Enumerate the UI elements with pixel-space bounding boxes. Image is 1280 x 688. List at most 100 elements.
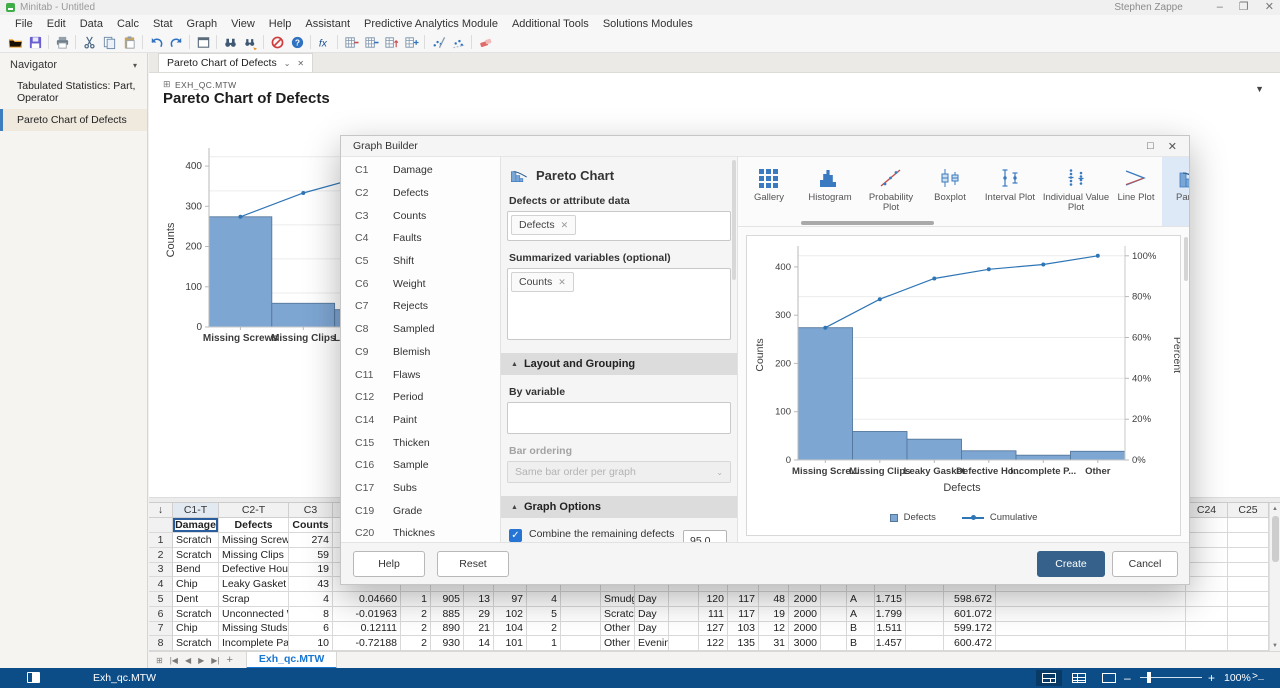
cell[interactable] [1186, 636, 1228, 651]
grid-minus-button[interactable] [341, 33, 361, 51]
help-button[interactable]: ? [287, 33, 307, 51]
cell[interactable]: Bend [173, 563, 219, 578]
remove-chip-icon[interactable]: ✕ [558, 277, 566, 288]
cell[interactable]: B [847, 636, 875, 651]
cell[interactable]: Other [601, 636, 635, 651]
menu-graph[interactable]: Graph [180, 17, 225, 31]
scrollbar-thumb[interactable] [1272, 516, 1279, 562]
output-view-button[interactable] [1096, 670, 1122, 686]
cell[interactable]: 19 [289, 563, 333, 578]
cell[interactable]: 117 [728, 592, 759, 607]
menu-predictive-analytics-module[interactable]: Predictive Analytics Module [357, 17, 505, 31]
gallery-item-gallery[interactable]: Gallery [738, 157, 800, 226]
cell[interactable]: 905 [431, 592, 464, 607]
cell[interactable]: 2000 [789, 592, 821, 607]
navigator-item-pareto-chart-of-defects[interactable]: Pareto Chart of Defects [0, 109, 147, 131]
scroll-down-icon[interactable]: ▼ [1270, 640, 1280, 651]
column-name-cell[interactable] [1186, 518, 1228, 533]
eraser-button[interactable] [475, 33, 495, 51]
gallery-item-histogram[interactable]: Histogram [800, 157, 860, 226]
menu-solutions-modules[interactable]: Solutions Modules [596, 17, 700, 31]
cell[interactable]: 4 [289, 592, 333, 607]
cell[interactable]: Scratch [173, 607, 219, 622]
scroll-up-icon[interactable]: ▲ [1270, 503, 1280, 514]
cell[interactable]: Scrap [219, 592, 289, 607]
menu-calc[interactable]: Calc [110, 17, 146, 31]
zoom-slider-thumb[interactable] [1147, 672, 1151, 683]
cell[interactable] [669, 622, 699, 637]
cell[interactable]: 135 [728, 636, 759, 651]
cell[interactable]: 598.672 [944, 592, 996, 607]
gallery-item-boxplot[interactable]: Boxplot [922, 157, 978, 226]
column-item-defects[interactable]: C2Defects [341, 182, 500, 205]
find-next-button[interactable] [240, 33, 260, 51]
column-item-blemish[interactable]: C9Blemish [341, 341, 500, 364]
cell[interactable] [821, 592, 847, 607]
cell[interactable]: 1 [527, 636, 561, 651]
settings-scrollbar-thumb[interactable] [732, 160, 736, 280]
cell[interactable] [996, 607, 1186, 622]
cell[interactable]: Evening [635, 636, 669, 651]
navigator-item-tabulated-statistics-part-operator[interactable]: Tabulated Statistics: Part, Operator [0, 75, 147, 109]
worksheet-tab[interactable]: Exh_qc.MTW [246, 652, 337, 669]
cell[interactable]: 0.12111 [333, 622, 401, 637]
formula-button[interactable]: fx [314, 33, 334, 51]
brush-scatter-button[interactable] [428, 33, 448, 51]
cell[interactable]: 2 [401, 636, 431, 651]
paste-button[interactable] [119, 33, 139, 51]
cell[interactable]: A [847, 607, 875, 622]
cell[interactable]: 12 [759, 622, 789, 637]
column-item-damage[interactable]: C1Damage [341, 159, 500, 182]
cell[interactable]: Chip [173, 622, 219, 637]
cell[interactable]: 120 [699, 592, 728, 607]
cell[interactable]: 29 [464, 607, 494, 622]
cell[interactable] [1186, 533, 1228, 548]
split-view-button[interactable] [1036, 670, 1062, 686]
cell[interactable] [1228, 577, 1269, 592]
cell[interactable]: Leaky Gasket [219, 577, 289, 592]
menu-edit[interactable]: Edit [40, 17, 73, 31]
column-item-weight[interactable]: C6Weight [341, 272, 500, 295]
grid-sort-button[interactable] [381, 33, 401, 51]
cell[interactable]: 122 [699, 636, 728, 651]
cell[interactable] [1228, 533, 1269, 548]
cell[interactable]: 2 [401, 622, 431, 637]
cell[interactable]: Day [635, 622, 669, 637]
gallery-item-pareto[interactable]: Pareto [1162, 157, 1189, 226]
cell[interactable]: Scratch [601, 607, 635, 622]
cell[interactable] [1228, 548, 1269, 563]
cell[interactable] [1186, 548, 1228, 563]
find-button[interactable] [220, 33, 240, 51]
save-button[interactable] [25, 33, 45, 51]
cell[interactable] [906, 592, 944, 607]
dialog-close-icon[interactable]: ✕ [1168, 140, 1177, 153]
row-number[interactable]: 5 [149, 592, 173, 607]
menu-file[interactable]: File [8, 17, 40, 31]
cell[interactable]: Missing Clips [219, 548, 289, 563]
cell[interactable]: Defective Housi [219, 563, 289, 578]
cell[interactable] [1186, 563, 1228, 578]
cell[interactable] [561, 622, 601, 637]
column-item-faults[interactable]: C4Faults [341, 227, 500, 250]
section-layout-and-grouping[interactable]: ▲ Layout and Grouping [501, 353, 737, 375]
cell[interactable]: Day [635, 607, 669, 622]
copy-button[interactable] [99, 33, 119, 51]
cell[interactable] [669, 592, 699, 607]
cell[interactable]: 8 [289, 607, 333, 622]
dialog-maximize-icon[interactable]: □ [1147, 140, 1154, 152]
previous-worksheet-icon[interactable]: ◀ [185, 656, 191, 665]
column-name-cell[interactable]: Damage [173, 518, 219, 533]
cell[interactable]: 21 [464, 622, 494, 637]
gallery-item-interval-plot[interactable]: Interval Plot [978, 157, 1042, 226]
cell[interactable] [561, 592, 601, 607]
preview-scrollbar-thumb[interactable] [1184, 237, 1188, 281]
column-name-cell[interactable]: Defects [219, 518, 289, 533]
cell[interactable] [996, 622, 1186, 637]
cell[interactable] [1186, 607, 1228, 622]
variable-chip[interactable]: Defects ✕ [511, 215, 576, 235]
by-variable-field[interactable] [507, 402, 731, 434]
new-window-button[interactable] [193, 33, 213, 51]
gallery-scrollbar-thumb[interactable] [801, 221, 934, 225]
cell[interactable]: B [847, 622, 875, 637]
cell[interactable]: -0.01963 [333, 607, 401, 622]
